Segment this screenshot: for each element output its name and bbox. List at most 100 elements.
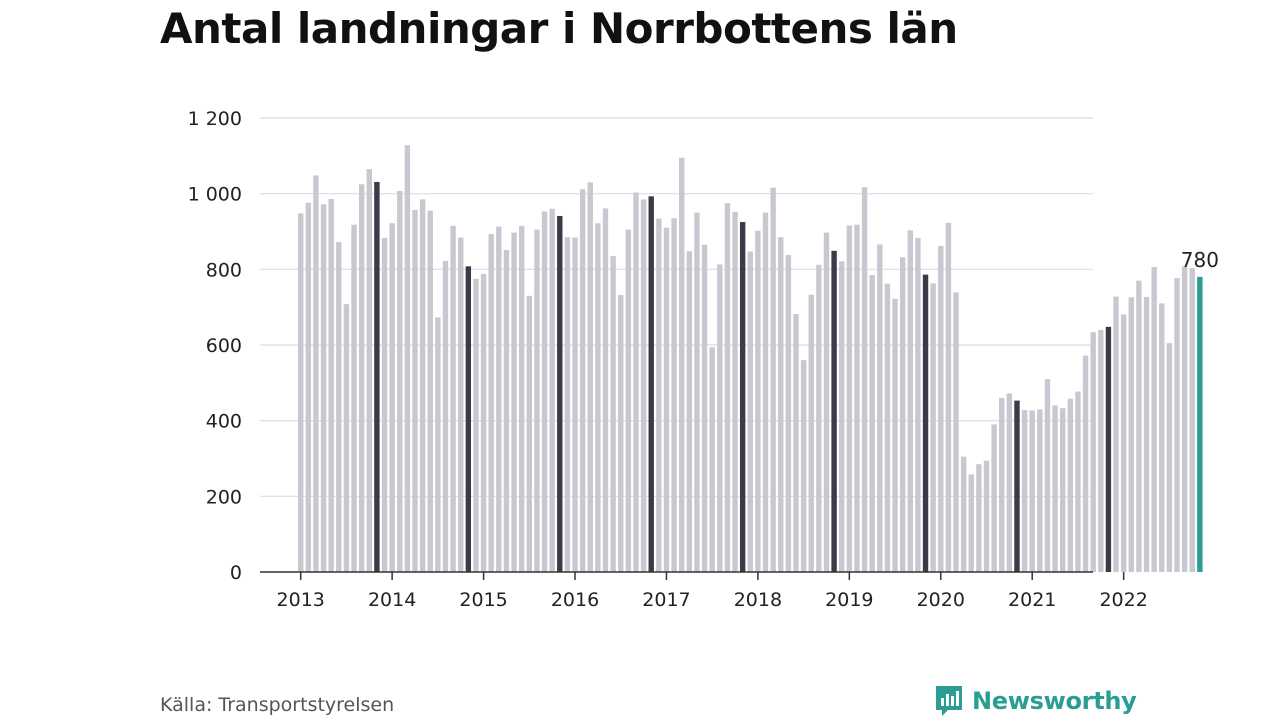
bar-2016-8: [625, 229, 632, 572]
bar-2015-9: [541, 211, 548, 572]
bar-2014-10: [458, 237, 464, 572]
bar-2014-1: [389, 223, 395, 572]
x-tick-label: 2016: [551, 589, 599, 611]
bar-2021-12: [1113, 296, 1119, 572]
bar-2017-10: [732, 211, 738, 572]
bar-2021-3: [1044, 379, 1051, 572]
x-axis-labels: 2013 2014 2015 2016 2017 2018 2019 2020 2021 2022: [277, 589, 1148, 611]
bar-2016-7: [618, 295, 624, 572]
bar-2013-2: [305, 202, 312, 572]
bar-2017-3: [679, 157, 685, 572]
bar-2021-4: [1052, 405, 1058, 572]
bar-2016-5: [602, 208, 609, 572]
x-tick-label: 2018: [734, 589, 782, 611]
bar-2019-1: [846, 225, 853, 573]
bar-2014-9: [450, 225, 456, 572]
bar-2015-1: [480, 273, 487, 572]
bar-2014-2: [397, 191, 403, 573]
bar-chart: 0 200 400 600 800 1 000 1 200 2013 2014 2015 2016…: [188, 108, 1219, 611]
bar-2017-5: [694, 212, 700, 573]
y-tick-label: 800: [206, 259, 242, 281]
bar-2013-8: [351, 224, 357, 572]
bar-2019-10: [915, 237, 921, 572]
bar-2018-8: [808, 294, 814, 572]
bar-2013-11: [374, 181, 380, 572]
bar-2016-6: [610, 256, 616, 572]
y-tick-label: 1 200: [188, 108, 242, 130]
bar-2017-7: [709, 347, 715, 572]
bar-2018-2: [762, 212, 769, 573]
bar-2018-9: [816, 264, 822, 572]
bar-2018-5: [785, 254, 792, 572]
x-tick-label: 2019: [825, 589, 873, 611]
bar-2015-4: [503, 250, 510, 572]
bar-2020-2: [945, 222, 952, 572]
bar-2022-10: [1189, 268, 1195, 572]
bar-2020-6: [976, 464, 982, 572]
bar-2018-4: [778, 237, 784, 573]
bar-2015-11: [557, 215, 563, 572]
bar-2014-6: [427, 210, 433, 573]
bar-2016-11: [648, 196, 654, 572]
bar-2014-7: [435, 317, 441, 572]
bar-2017-4: [686, 251, 693, 572]
bar-2015-12: [564, 237, 571, 573]
bar-2015-6: [518, 225, 525, 572]
bar-2014-5: [419, 199, 426, 572]
y-tick-label: 200: [206, 486, 242, 508]
bar-2013-4: [320, 204, 327, 572]
bar-2021-9: [1090, 332, 1096, 572]
bar-2019-11: [922, 274, 929, 572]
chart-title: Antal landningar i Norrbottens län: [160, 4, 958, 53]
bar-2019-12: [930, 283, 936, 572]
bar-2016-10: [640, 199, 647, 572]
bar-2020-9: [999, 397, 1005, 572]
bar-2013-12: [381, 237, 388, 572]
annotations: 780: [1181, 248, 1219, 272]
bar-2021-5: [1060, 408, 1066, 572]
bar-2020-7: [983, 460, 990, 572]
bar-2014-11: [465, 266, 472, 572]
bar-2018-3: [770, 187, 776, 572]
bar-2017-9: [724, 203, 731, 572]
bar-2018-7: [800, 360, 807, 572]
x-axis-ticks: [299, 572, 1125, 580]
bar-2021-10: [1098, 329, 1104, 572]
bar-2014-8: [442, 261, 449, 572]
bar-2015-8: [534, 229, 540, 572]
bar-2022-9: [1181, 266, 1188, 572]
bar-2021-8: [1082, 355, 1089, 572]
bar-2019-2: [854, 224, 860, 572]
bar-2013-7: [343, 304, 350, 572]
bar-2020-10: [1006, 393, 1013, 572]
bar-2021-7: [1075, 391, 1081, 572]
bar-2017-8: [717, 264, 723, 572]
y-tick-label: 400: [206, 411, 242, 433]
bar-2022-8: [1174, 278, 1180, 572]
bar-2019-4: [869, 275, 875, 572]
bar-2016-2: [579, 189, 586, 573]
bar-2017-2: [671, 218, 677, 572]
x-tick-label: 2015: [459, 589, 507, 611]
bar-2016-3: [587, 182, 593, 573]
bar-2021-2: [1037, 409, 1043, 572]
bar-2013-3: [313, 175, 319, 573]
bar-2022-3: [1136, 280, 1142, 572]
bar-2017-12: [747, 251, 753, 572]
latest-value-label: 780: [1181, 248, 1219, 272]
bar-2013-9: [358, 184, 365, 573]
bar-2022-7: [1166, 343, 1173, 572]
newsworthy-logo-icon: [936, 686, 962, 716]
bar-2018-10: [823, 232, 830, 572]
bar-2013-1: [298, 213, 304, 572]
bar-2014-3: [404, 145, 411, 573]
bar-2015-3: [496, 226, 502, 572]
bar-2014-12: [473, 278, 479, 572]
bar-2013-5: [328, 198, 334, 573]
bar-2020-11: [1014, 400, 1020, 572]
bar-2016-1: [572, 237, 578, 572]
brand-logo: Newsworthy: [934, 684, 1137, 718]
bar-2015-2: [488, 234, 494, 573]
bar-2022-5: [1151, 267, 1157, 572]
x-tick-label: 2020: [917, 589, 965, 611]
